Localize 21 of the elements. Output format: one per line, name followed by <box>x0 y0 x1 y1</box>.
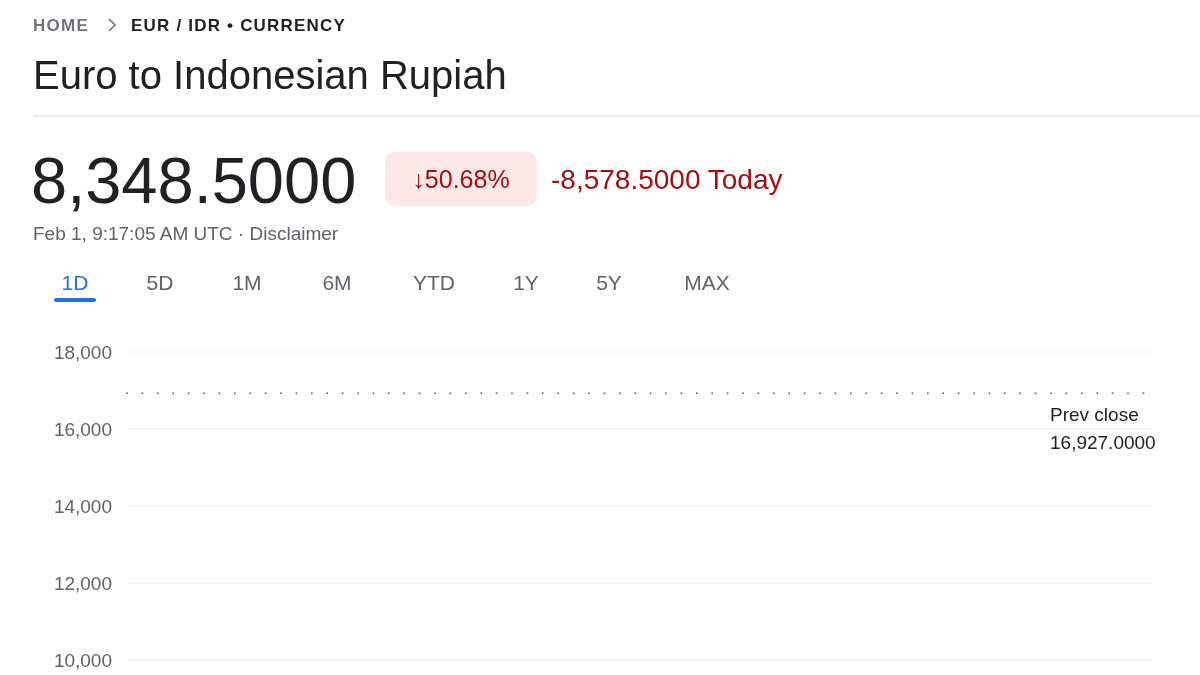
y-tick-label: 16,000 <box>53 418 112 440</box>
chart-title: Euro to Indonesian Rupiah <box>33 53 507 97</box>
text: 6M <box>322 271 352 294</box>
text: 1D <box>61 271 89 294</box>
y-tick-label: 12,000 <box>53 572 112 594</box>
text: Feb 1, 9:17:05 AM UTC · Disclaimer <box>33 223 339 244</box>
text: 1Y <box>513 271 539 294</box>
ref-line-label: Prev close 16,927.0000 <box>1050 404 1156 454</box>
text: YTD <box>413 271 455 294</box>
chart-subtitle: 8,348.5000 <box>31 144 357 217</box>
y-tick-label: 18,000 <box>53 341 112 363</box>
text: 5Y <box>596 271 622 294</box>
text: ↓50.68% <box>412 165 510 193</box>
text: 1M <box>232 271 262 294</box>
text: MAX <box>684 271 730 294</box>
text: EUR / IDR • CURRENCY <box>131 16 347 35</box>
text: HOME <box>33 16 90 35</box>
text: -8,578.5000 Today <box>551 164 783 195</box>
text: 5D <box>146 271 174 294</box>
y-tick-label: 10,000 <box>53 649 112 671</box>
y-tick-label: 14,000 <box>53 495 112 517</box>
